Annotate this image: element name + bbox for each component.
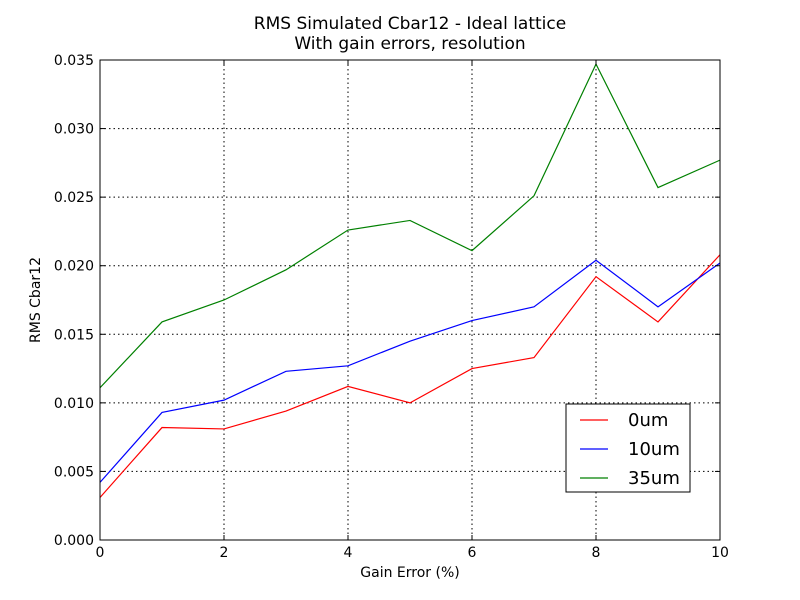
legend: 0um 10um 35um: [565, 403, 691, 493]
x-tick-label: 8: [592, 545, 601, 561]
x-tick-label: 2: [220, 545, 229, 561]
y-tick-label: 0.020: [54, 259, 94, 275]
series-line-35um: [99, 62, 721, 389]
series-line-10um: [99, 259, 721, 483]
legend-label-0um: 0um: [628, 410, 668, 431]
y-tick-label: 0.030: [54, 122, 94, 138]
chart-subtitle: With gain errors, resolution: [294, 34, 525, 54]
x-tick-label: 10: [711, 545, 729, 561]
legend-label-35um: 35um: [628, 468, 680, 489]
legend-box: [565, 403, 691, 493]
x-tick-label: 0: [96, 545, 105, 561]
x-tick-label: 4: [344, 545, 353, 561]
x-tick-label: 6: [468, 545, 477, 561]
y-tick-label: 0.005: [54, 464, 94, 480]
y-axis-label: RMS Cbar12: [28, 257, 44, 343]
axis-ticks: 0 2 4 6 8 10 0.000 0.005 0.010 0.015 0.020 0.025 0.0…: [54, 53, 729, 561]
chart-title: RMS Simulated Cbar12 - Ideal lattice: [254, 14, 566, 34]
series-lines: [99, 62, 721, 498]
series-line-0um: [99, 254, 721, 498]
plot-frame: [99, 59, 721, 541]
x-axis-label: Gain Error (%): [360, 565, 459, 581]
legend-label-10um: 10um: [628, 439, 680, 460]
y-tick-label: 0.015: [54, 327, 94, 343]
y-tick-label: 0.035: [54, 53, 94, 69]
y-tick-label: 0.025: [54, 190, 94, 206]
y-tick-label: 0.010: [54, 396, 94, 412]
y-tick-label: 0.000: [54, 533, 94, 549]
